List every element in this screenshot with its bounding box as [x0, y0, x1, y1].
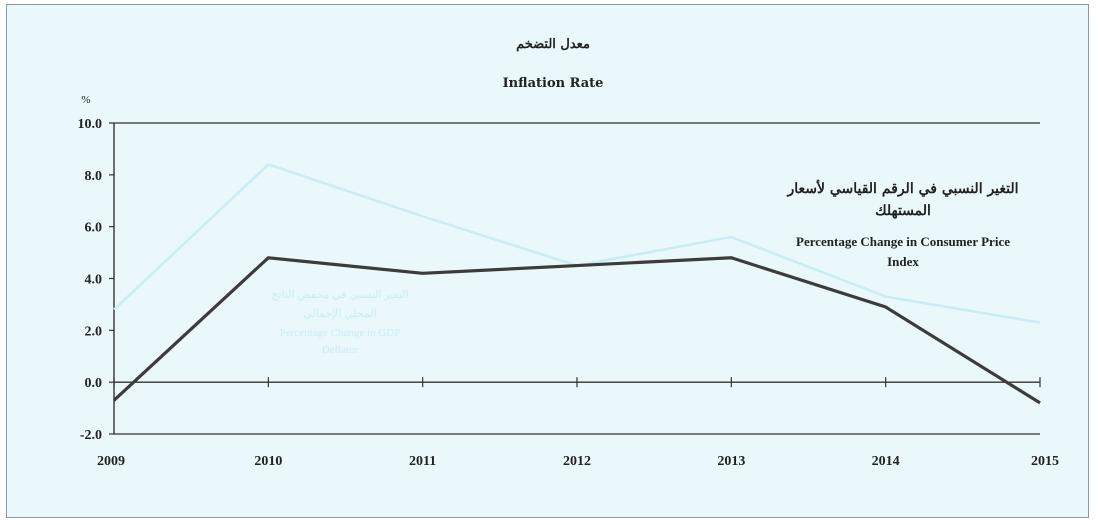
- legend-label-gdp-en: Deflator: [322, 344, 359, 356]
- chart-title-ar: معدل التضخم: [516, 37, 590, 52]
- y-tick-label: 2.0: [85, 324, 103, 339]
- x-tick-label: 2013: [717, 454, 745, 469]
- x-tick-label: 2010: [254, 454, 282, 469]
- legend-label-cpi-ar: التغير النسبي في الرقم القياسي لأسعار: [786, 179, 1018, 197]
- x-tick-label: 2015: [1031, 454, 1059, 469]
- plot-area: 10.0 8.0 6.0 4.0 2.0 0.0 -2.0 2009 2010 2011 2012 2…: [78, 117, 1060, 469]
- chart-frame: [6, 4, 1089, 518]
- x-tick-label: 2014: [872, 454, 900, 469]
- y-tick-label: 0.0: [85, 376, 103, 391]
- y-tick-label: 8.0: [85, 169, 103, 184]
- chart-title-en: Inflation Rate: [503, 76, 604, 91]
- x-tick-label: 2011: [409, 454, 436, 469]
- legend-label-cpi-en: Percentage Change in Consumer Price: [796, 234, 1010, 249]
- x-tick-label: 2012: [563, 454, 591, 469]
- y-tick-label: 10.0: [78, 117, 103, 132]
- y-tick-label: 4.0: [85, 273, 103, 288]
- legend-label-cpi-en: Index: [887, 254, 919, 269]
- legend-label-cpi-ar: المستهلك: [875, 203, 931, 219]
- legend-label-gdp-en: Percentage Change in GDP: [280, 327, 401, 339]
- y-axis-unit: %: [81, 94, 90, 106]
- x-tick-label: 2009: [97, 454, 125, 469]
- y-tick-label: -2.0: [80, 428, 102, 443]
- legend-label-gdp-ar: المحلي الإجمالي: [303, 308, 377, 320]
- legend-label-gdp-ar: التغير النسبي في مخفض الناتج: [271, 289, 408, 301]
- y-tick-label: 6.0: [85, 221, 103, 236]
